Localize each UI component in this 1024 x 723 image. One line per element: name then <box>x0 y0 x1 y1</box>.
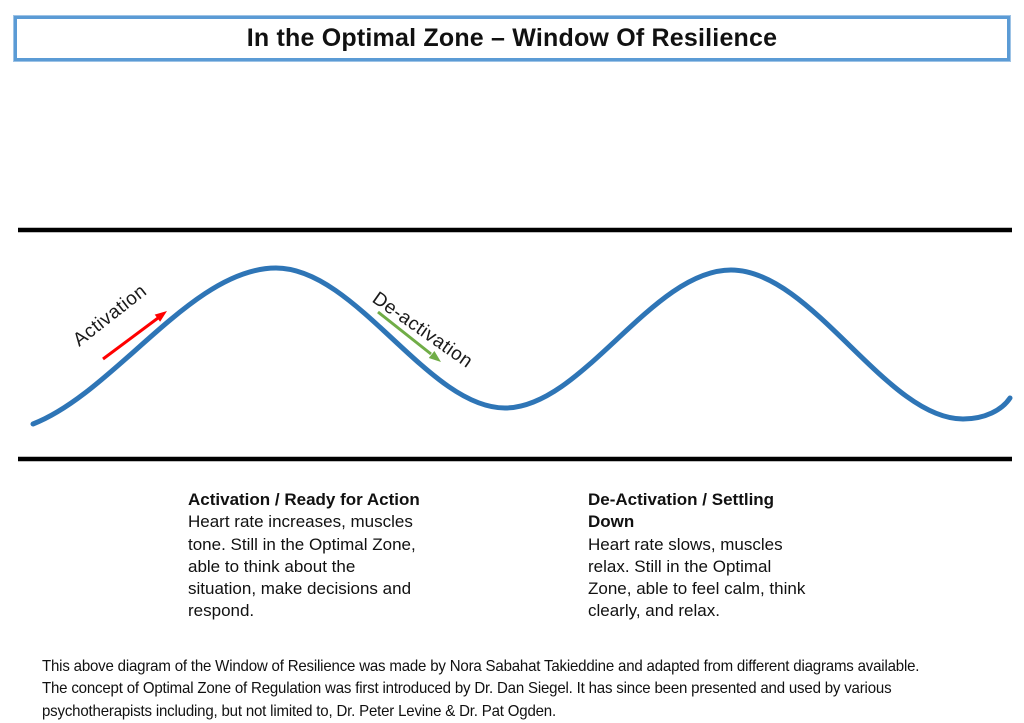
deactivation-arrow <box>377 310 441 362</box>
activation-arrowhead-icon <box>154 311 167 322</box>
attribution-note: This above diagram of the Window of Resi… <box>42 658 920 720</box>
activation-arrow <box>102 311 167 361</box>
deactivation-annotation-body: Heart rate slows, muscles relax. Still i… <box>588 534 806 621</box>
activation-arrow-shaft <box>102 316 159 361</box>
title-box: In the Optimal Zone – Window Of Resilien… <box>14 16 1010 61</box>
deactivation-annotation: De-Activation / Settling Down Heart rate… <box>588 489 858 623</box>
deactivation-annotation-heading: De-Activation / Settling Down <box>588 490 775 532</box>
activation-annotation-heading: Activation / Ready for Action <box>188 490 420 509</box>
deactivation-arrowhead-icon <box>428 351 441 362</box>
activation-annotation: Activation / Ready for Action Heart rate… <box>188 489 458 623</box>
page-title: In the Optimal Zone – Window Of Resilien… <box>246 24 778 52</box>
activation-annotation-body: Heart rate increases, muscles tone. Stil… <box>188 512 416 621</box>
arousal-wave-path <box>30 265 1013 427</box>
deactivation-arrow-shaft <box>377 310 432 356</box>
